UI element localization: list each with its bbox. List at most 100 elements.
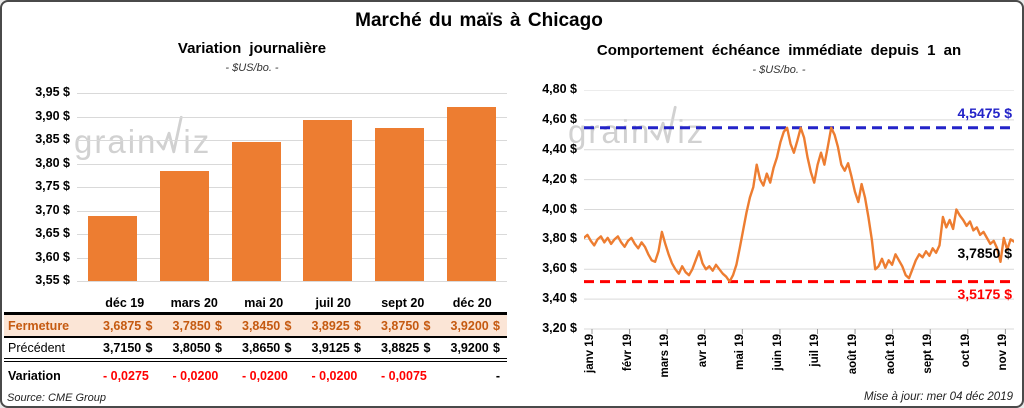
page-title: Marché du maïs à Chicago xyxy=(355,10,603,31)
x-tick-label: avr 19 xyxy=(696,334,709,368)
line-chart-plot xyxy=(582,89,1016,336)
current-price-label: 3,7850 $ xyxy=(957,245,1013,261)
price-table: déc 19 mars 20 mai 20 juil 20 sept 20 déc 20 … xyxy=(4,294,507,389)
cell-value: 3,8650 xyxy=(242,341,281,355)
cell-value: - xyxy=(495,368,500,383)
column-header: juil 20 xyxy=(315,296,351,310)
gridline xyxy=(77,210,507,212)
y-tick-label: 3,20 $ xyxy=(542,321,577,335)
price-table-body: Fermeture 3,6875 $3,7850 $3,8450 $3,8925 $3,8… xyxy=(4,315,507,389)
x-tick-label: juil 19 xyxy=(809,334,822,367)
table-cell: 3,8650 $ xyxy=(229,341,299,355)
source-note: Source: CME Group xyxy=(7,392,107,404)
currency-symbol: $ xyxy=(493,318,500,333)
gridline xyxy=(77,281,507,282)
cell-value: 3,8050 xyxy=(172,341,211,355)
grainwiz-watermark: grain iz xyxy=(568,104,706,150)
currency-symbol: $ xyxy=(215,318,222,333)
cell-value: 3,8825 xyxy=(381,341,420,355)
table-cell: - 0,0200 xyxy=(160,369,230,383)
price-table-header-row: déc 19 mars 20 mai 20 juil 20 sept 20 déc 20 xyxy=(4,294,507,315)
spike-line-icon xyxy=(650,105,677,144)
cell-value: 3,8450 xyxy=(242,318,281,333)
table-cell: 3,7150 $ xyxy=(90,341,160,355)
y-tick-label: 3,90 $ xyxy=(35,108,70,123)
x-tick-label: oct 19 xyxy=(959,334,972,368)
table-cell: 3,8925 $ xyxy=(299,319,369,333)
table-cell: - 0,0200 xyxy=(229,369,299,383)
bar-chart-title: Variation journalière xyxy=(177,40,327,57)
line-chart-x-axis: janv 19 févr 19 mars 19 avr 19 mai 19 juin 19… xyxy=(584,332,1014,398)
gridline xyxy=(77,140,507,141)
y-tick-label: 4,40 $ xyxy=(542,141,577,156)
bar-chart-y-axis: 3,95 $ 3,90 $ 3,85 $ 3,80 $ 3,75 $ 3,70 $ 3,65… xyxy=(2,85,70,287)
x-tick-label: sept 19 xyxy=(922,334,935,374)
cell-value: 3,8925 xyxy=(311,318,350,333)
currency-symbol: $ xyxy=(284,341,292,355)
currency-symbol: $ xyxy=(423,341,431,355)
table-row-fermeture: Fermeture 3,6875 $3,7850 $3,8450 $3,8925 $3,8… xyxy=(4,315,507,338)
row-label: Variation xyxy=(8,368,61,383)
table-row-variation: Variation - 0,0275 - 0,0200 - 0,0200 - 0,020… xyxy=(4,362,507,389)
line-chart-y-axis: 4,80 $ 4,60 $ 4,40 $ 4,20 $ 4,00 $ 3,80 $ 3,60… xyxy=(509,82,577,335)
cell-value: 3,7850 xyxy=(172,318,211,333)
y-tick-label: 3,55 $ xyxy=(35,273,70,287)
table-cell: - xyxy=(438,369,508,383)
x-tick-label: févr 19 xyxy=(621,334,634,372)
table-cell: 3,8750 $ xyxy=(368,319,438,333)
table-cell: 3,9200 $ xyxy=(438,319,508,333)
currency-symbol: $ xyxy=(215,341,222,355)
line-chart-subtitle: - $US/bo. - xyxy=(752,64,806,76)
max-price-label: 4,5475 $ xyxy=(957,105,1013,121)
y-tick-label: 4,80 $ xyxy=(542,82,577,96)
x-tick-label: mars 19 xyxy=(659,334,672,378)
row-label: Fermeture xyxy=(8,318,70,333)
cell-value: 3,6875 xyxy=(103,318,142,333)
watermark-text-grain: grain xyxy=(568,112,652,150)
x-tick-label: mai 19 xyxy=(734,334,747,370)
bar-mars 20 xyxy=(160,170,209,281)
currency-symbol: $ xyxy=(354,318,361,333)
watermark-text-iz: iz xyxy=(183,122,212,160)
y-tick-label: 3,60 $ xyxy=(35,249,70,264)
y-tick-label: 3,70 $ xyxy=(35,202,70,217)
gridline xyxy=(77,234,507,235)
table-cell: 3,6875 $ xyxy=(90,319,160,333)
x-tick-label: juin 19 xyxy=(771,334,784,371)
line-chart-title: Comportement échéance immédiate depuis 1… xyxy=(596,42,962,59)
x-tick-label: janv 19 xyxy=(584,334,596,373)
currency-symbol: $ xyxy=(284,318,292,333)
bar-sept 20 xyxy=(375,128,424,281)
table-cell: 3,9200 $ xyxy=(438,341,508,355)
bar-déc 19 xyxy=(88,216,138,281)
table-cell: 3,8450 $ xyxy=(229,319,299,333)
cell-value: 3,9200 xyxy=(450,341,489,355)
watermark-text-iz: iz xyxy=(677,112,706,150)
y-tick-label: 4,00 $ xyxy=(542,201,577,216)
currency-symbol: $ xyxy=(493,341,500,355)
cell-value: 3,8750 xyxy=(381,318,420,333)
y-tick-label: 3,85 $ xyxy=(35,132,70,146)
gridline xyxy=(77,163,507,165)
y-tick-label: 4,20 $ xyxy=(542,171,577,186)
table-cell: - 0,0200 xyxy=(299,369,369,383)
table-cell: 3,7850 $ xyxy=(160,319,230,333)
watermark-text-grain: grain xyxy=(74,122,158,160)
min-price-label: 3,5175 $ xyxy=(957,286,1013,302)
y-tick-label: 3,80 $ xyxy=(35,155,70,170)
table-cell: - 0,0075 xyxy=(368,369,438,383)
grainwiz-watermark: grain iz xyxy=(74,114,212,160)
y-tick-label: 3,75 $ xyxy=(35,179,70,193)
cell-value: 3,9200 xyxy=(450,318,489,333)
price-line xyxy=(582,126,1016,283)
gridline xyxy=(77,187,507,188)
gridline xyxy=(77,257,507,259)
y-tick-label: 3,80 $ xyxy=(542,231,577,246)
y-tick-label: 3,40 $ xyxy=(542,291,577,306)
cell-value: - 0,0075 xyxy=(381,368,427,383)
column-header: mai 20 xyxy=(244,296,284,310)
table-cell: 3,8825 $ xyxy=(368,341,438,355)
column-header: déc 19 xyxy=(105,296,145,310)
updated-note: Mise à jour: mer 04 déc 2019 xyxy=(864,391,1013,403)
table-row-precedent: Précédent 3,7150 $3,8050 $3,8650 $3,9125 $3,8… xyxy=(4,338,507,362)
